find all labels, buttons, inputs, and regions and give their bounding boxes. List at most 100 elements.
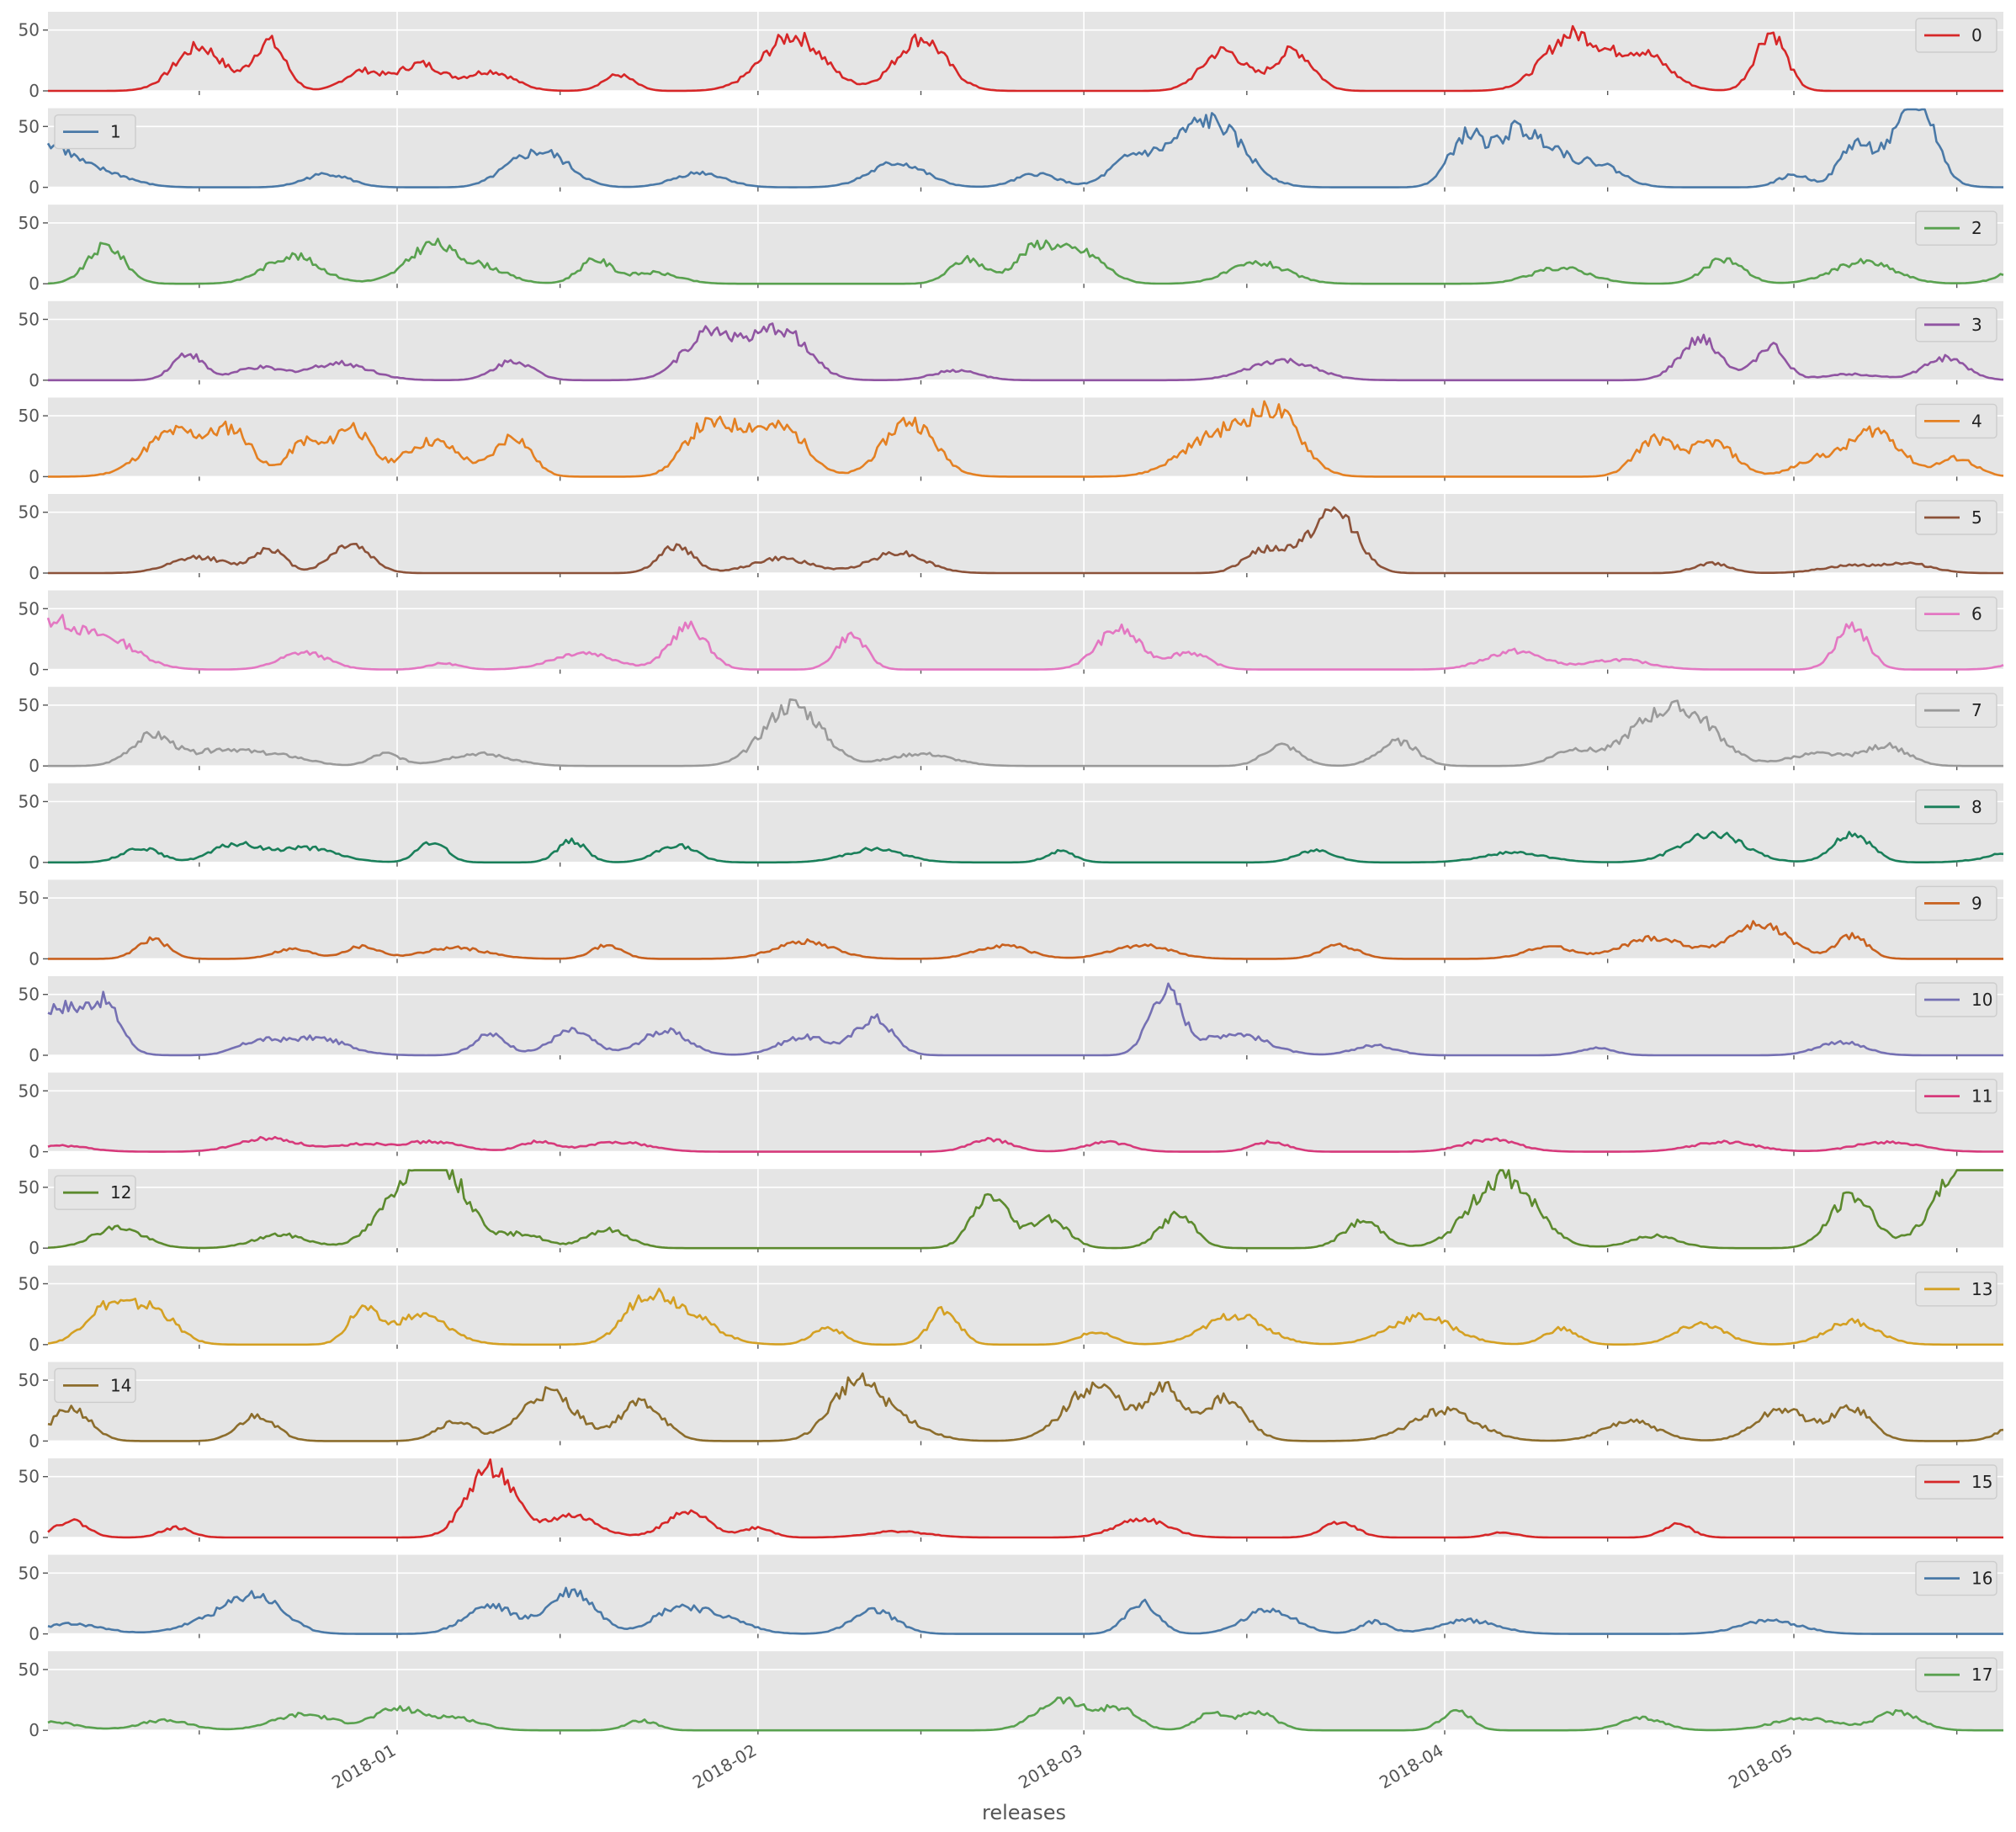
plot-background	[48, 976, 2003, 1055]
y-tick-label: 50	[19, 1081, 40, 1101]
legend-label: 14	[110, 1375, 131, 1395]
y-tick-label: 0	[29, 1720, 40, 1740]
legend-5: 5	[1915, 500, 1997, 535]
series-line-11	[47, 1135, 2004, 1153]
series-line-5	[48, 506, 2003, 575]
plot-background	[48, 397, 2003, 477]
x-tick-label: 2018-03	[1015, 1740, 1085, 1793]
subplot-14: 0 50 14	[19, 1362, 2004, 1451]
legend-label: 11	[1971, 1086, 1992, 1107]
y-tick-label: 0	[29, 948, 40, 969]
subplot-17: 0 50 17	[19, 1651, 2003, 1740]
x-tick-label: 2018-04	[1376, 1740, 1446, 1793]
y-tick-label: 0	[29, 852, 40, 873]
plot-background	[48, 494, 2003, 573]
legend-label: 5	[1971, 507, 1982, 528]
legend-label: 7	[1971, 700, 1982, 720]
legend-17: 17	[1915, 1657, 1997, 1692]
y-tick-label: 50	[19, 406, 40, 426]
legend-13: 13	[1915, 1272, 1997, 1307]
series-line-14	[47, 1372, 2004, 1442]
y-tick-label: 0	[29, 756, 40, 776]
series-line-8	[48, 831, 2004, 864]
subplot-6: 0 50 6	[19, 590, 2004, 680]
series-line-17	[47, 1696, 2003, 1732]
legend-label: 8	[1971, 797, 1982, 817]
x-axis: 2018-01 2018-02 2018-03 2018-04 2018-05	[328, 1740, 1796, 1793]
subplot-5: 0 50 5	[19, 494, 2003, 583]
y-tick-label: 50	[19, 116, 40, 136]
legend-label: 16	[1971, 1569, 1992, 1589]
series-line-2	[47, 237, 2004, 285]
series-line-9	[48, 920, 2003, 960]
y-tick-label: 50	[19, 791, 40, 811]
y-tick-label: 50	[19, 1273, 40, 1293]
plot-background	[48, 1169, 2003, 1249]
legend-7: 7	[1915, 693, 1997, 728]
plot-background	[48, 590, 2003, 670]
y-tick-label: 50	[19, 1467, 40, 1487]
subplot-16: 0 50 16	[19, 1554, 2003, 1644]
legend-9: 9	[1915, 885, 1997, 921]
legend-15: 15	[1915, 1464, 1997, 1500]
series-line-16	[47, 1586, 2003, 1635]
y-tick-label: 50	[19, 20, 40, 40]
subplot-8: 0 50 8	[19, 783, 2004, 873]
y-tick-label: 50	[19, 1563, 40, 1583]
subplot-7: 0 50 7	[19, 687, 2003, 776]
y-tick-label: 50	[19, 985, 40, 1005]
legend-12: 12	[54, 1175, 136, 1210]
y-tick-label: 50	[19, 502, 40, 523]
legend-label: 1	[110, 122, 121, 142]
y-tick-label: 50	[19, 1659, 40, 1680]
series-line-3	[48, 322, 2004, 382]
y-tick-label: 0	[29, 370, 40, 390]
y-tick-label: 0	[29, 273, 40, 294]
legend-3: 3	[1915, 307, 1997, 343]
plot-background	[48, 879, 2003, 959]
plot-background	[48, 1072, 2003, 1152]
series-line-6	[46, 613, 2004, 671]
series-line-7	[48, 698, 2003, 767]
legend-label: 17	[1971, 1665, 1992, 1685]
legend-label: 2	[1971, 218, 1982, 238]
legend-label: 12	[110, 1182, 131, 1203]
y-tick-label: 0	[29, 466, 40, 486]
y-tick-label: 0	[29, 1431, 40, 1451]
legend-label: 6	[1971, 604, 1982, 624]
legend-label: 9	[1971, 893, 1982, 913]
y-tick-label: 0	[29, 1142, 40, 1162]
x-tick-label: 2018-01	[328, 1740, 399, 1793]
legend-2: 2	[1915, 210, 1997, 246]
legend-10: 10	[1915, 982, 1997, 1017]
subplot-4: 0 50 4	[19, 397, 2004, 486]
legend-label: 10	[1971, 990, 1992, 1010]
plot-background	[48, 204, 2003, 284]
subplot-2: 0 50 2	[19, 204, 2004, 294]
y-tick-label: 0	[29, 178, 40, 198]
subplot-13: 0 50 13	[19, 1265, 2003, 1355]
y-tick-label: 0	[29, 1238, 40, 1258]
y-tick-label: 50	[19, 598, 40, 619]
plot-background	[48, 300, 2003, 380]
y-tick-label: 0	[29, 1045, 40, 1065]
subplot-9: 0 50 9	[19, 879, 2003, 969]
legend-label: 4	[1971, 411, 1982, 431]
y-tick-label: 0	[29, 1335, 40, 1355]
plot-background	[48, 1554, 2003, 1634]
y-tick-label: 50	[19, 1177, 40, 1197]
plot-background	[48, 783, 2003, 863]
y-tick-label: 0	[29, 660, 40, 680]
series-line-1	[46, 108, 2004, 189]
x-axis-label: releases	[982, 1801, 1066, 1824]
legend-label: 0	[1971, 25, 1982, 45]
subplot-10: 0 50 10	[19, 976, 2003, 1065]
plot-background	[48, 1458, 2003, 1537]
legend-1: 1	[54, 114, 136, 150]
y-tick-label: 0	[29, 81, 40, 101]
y-tick-label: 50	[19, 309, 40, 329]
series-line-15	[47, 1458, 2003, 1539]
legend-4: 4	[1915, 403, 1997, 439]
